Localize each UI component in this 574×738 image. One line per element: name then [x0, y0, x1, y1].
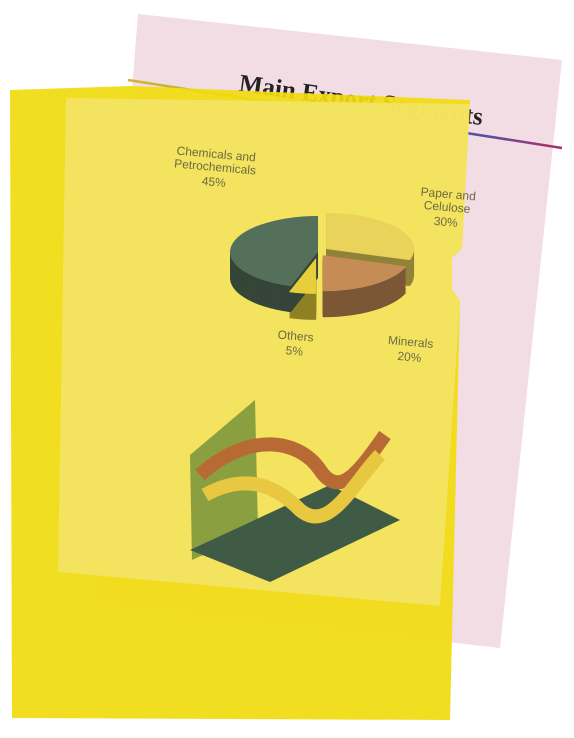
scene: Main Export Segments: [0, 0, 574, 738]
photo: Main Export Segments Chemicals and Petro…: [0, 0, 574, 738]
category-label: Minerals: [387, 333, 433, 351]
category-label: Paper and Celulose: [420, 185, 476, 216]
category-label: Chemicals and Petrochemicals: [174, 144, 257, 178]
category-label: Others: [277, 327, 314, 344]
